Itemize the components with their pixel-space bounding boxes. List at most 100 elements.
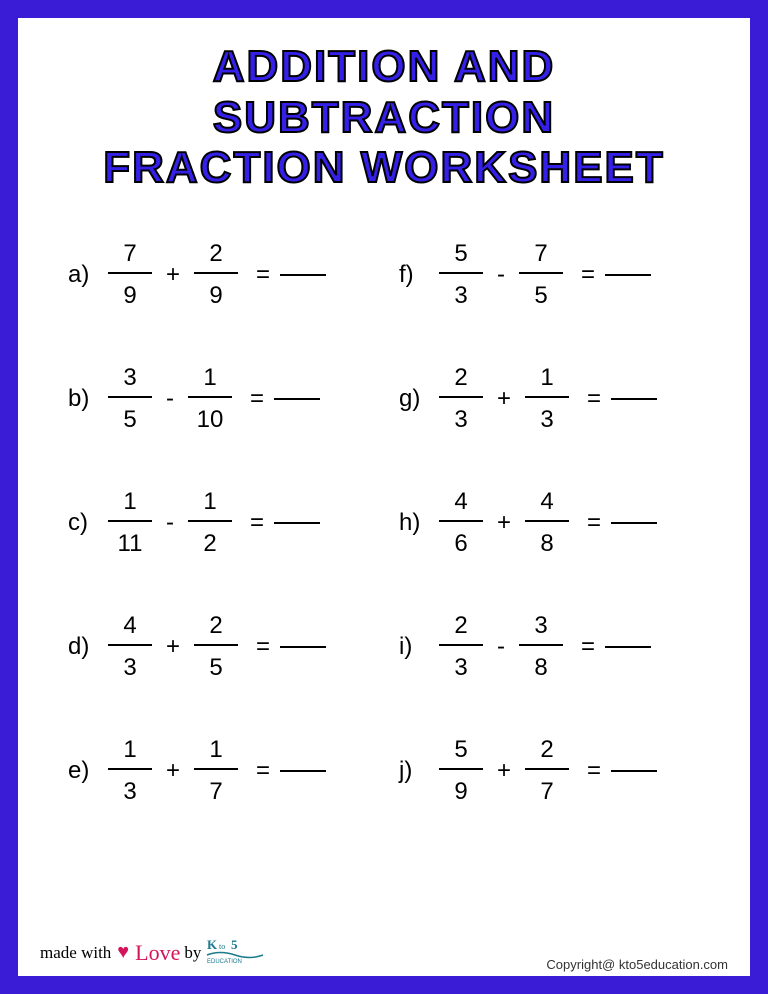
denominator-1: 3 [123,770,136,804]
worksheet-title: ADDITION AND SUBTRACTION FRACTION WORKSH… [18,18,750,194]
problem-e: e)13+17= [68,738,379,804]
fraction-1: 46 [439,490,483,556]
denominator-2: 10 [197,398,224,432]
problem-label: f) [399,261,433,289]
answer-blank[interactable] [605,274,651,276]
equals-sign: = [587,509,601,537]
denominator-2: 3 [540,398,553,432]
operator: + [497,385,511,413]
problem-label: g) [399,385,433,413]
numerator-2: 4 [540,490,553,520]
title-line-2: FRACTION WORKSHEET [48,143,720,194]
operator: + [166,261,180,289]
fraction-1: 79 [108,242,152,308]
numerator-2: 7 [534,242,547,272]
denominator-1: 9 [123,274,136,308]
answer-blank[interactable] [274,522,320,524]
fraction-2: 27 [525,738,569,804]
fraction-1: 59 [439,738,483,804]
denominator-2: 9 [209,274,222,308]
numerator-1: 4 [454,490,467,520]
equals-sign: = [256,757,270,785]
svg-text:K: K [207,937,218,952]
madewith-prefix: made with [40,943,111,963]
numerator-2: 2 [540,738,553,768]
problem-f: f)53-75= [399,242,710,308]
denominator-1: 3 [454,274,467,308]
denominator-2: 5 [209,646,222,680]
denominator-1: 3 [454,646,467,680]
numerator-1: 2 [454,366,467,396]
fraction-2: 25 [194,614,238,680]
denominator-2: 2 [203,522,216,556]
denominator-1: 3 [123,646,136,680]
fraction-2: 75 [519,242,563,308]
fraction-2: 38 [519,614,563,680]
numerator-2: 1 [209,738,222,768]
svg-text:5: 5 [231,937,238,952]
operator: - [497,261,505,289]
fraction-2: 17 [194,738,238,804]
answer-blank[interactable] [605,646,651,648]
problem-j: j)59+27= [399,738,710,804]
copyright-text: Copyright@ kto5education.com [546,957,728,972]
worksheet-frame: ADDITION AND SUBTRACTION FRACTION WORKSH… [0,0,768,994]
fraction-1: 43 [108,614,152,680]
fraction-1: 23 [439,366,483,432]
numerator-2: 1 [540,366,553,396]
answer-blank[interactable] [280,274,326,276]
numerator-1: 5 [454,738,467,768]
problem-label: j) [399,757,433,785]
denominator-1: 9 [454,770,467,804]
fraction-2: 48 [525,490,569,556]
fraction-1: 111 [108,490,152,556]
operator: + [166,633,180,661]
denominator-2: 5 [534,274,547,308]
problem-label: c) [68,509,102,537]
denominator-2: 7 [540,770,553,804]
problem-label: a) [68,261,102,289]
answer-blank[interactable] [611,522,657,524]
answer-blank[interactable] [280,646,326,648]
svg-text:to: to [219,942,225,951]
answer-blank[interactable] [280,770,326,772]
heart-icon: ♥ [117,941,129,964]
problem-i: i)23-38= [399,614,710,680]
denominator-2: 7 [209,770,222,804]
answer-blank[interactable] [611,770,657,772]
equals-sign: = [256,633,270,661]
equals-sign: = [256,261,270,289]
problem-label: h) [399,509,433,537]
operator: - [497,633,505,661]
numerator-2: 2 [209,614,222,644]
problem-h: h)46+48= [399,490,710,556]
numerator-1: 4 [123,614,136,644]
operator: - [166,509,174,537]
fraction-1: 23 [439,614,483,680]
equals-sign: = [250,509,264,537]
equals-sign: = [581,633,595,661]
kto5-logo: K to 5 EDUCATION [205,935,265,970]
numerator-1: 2 [454,614,467,644]
numerator-2: 1 [203,366,216,396]
problem-c: c)111-12= [68,490,379,556]
title-line-1: ADDITION AND SUBTRACTION [48,42,720,143]
answer-blank[interactable] [611,398,657,400]
svg-text:EDUCATION: EDUCATION [207,959,242,965]
fraction-1: 53 [439,242,483,308]
numerator-1: 1 [123,738,136,768]
fraction-2: 110 [188,366,232,432]
fraction-1: 35 [108,366,152,432]
operator: + [166,757,180,785]
numerator-1: 7 [123,242,136,272]
operator: + [497,757,511,785]
made-with-love-badge: made with ♥ Love by K to 5 EDUCATION [40,935,265,970]
problem-label: i) [399,633,433,661]
answer-blank[interactable] [274,398,320,400]
equals-sign: = [581,261,595,289]
denominator-2: 8 [534,646,547,680]
fraction-1: 13 [108,738,152,804]
problems-grid: a)79+29=f)53-75=b)35-110=g)23+13=c)111-1… [18,194,750,804]
fraction-2: 13 [525,366,569,432]
problem-b: b)35-110= [68,366,379,432]
